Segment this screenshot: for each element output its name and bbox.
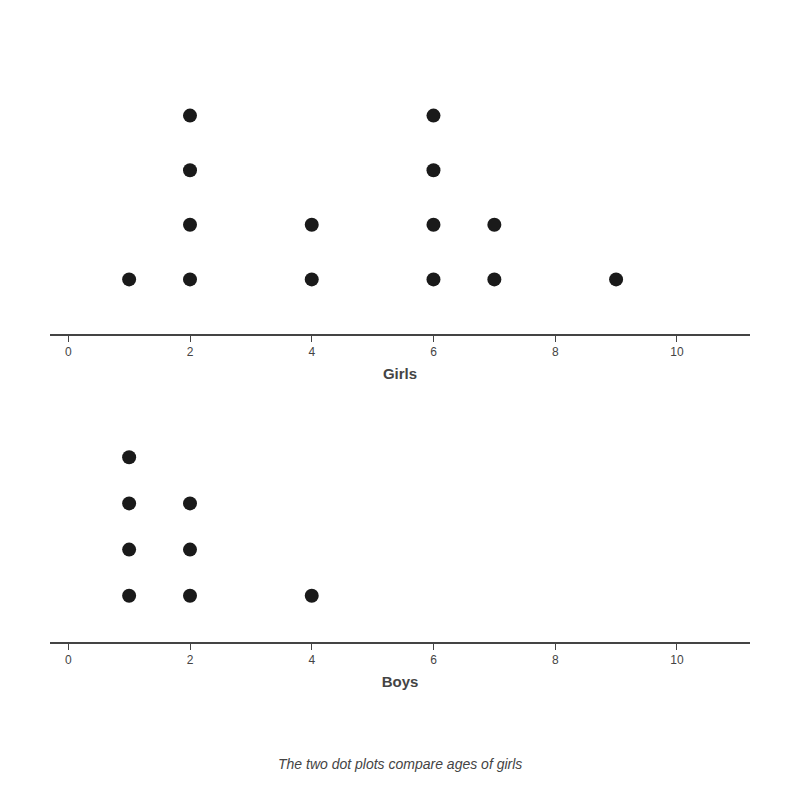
svg-text:2: 2 (187, 345, 194, 359)
svg-text:10: 10 (670, 653, 684, 667)
svg-text:6: 6 (430, 653, 437, 667)
svg-text:4: 4 (308, 653, 315, 667)
svg-text:6: 6 (430, 345, 437, 359)
svg-text:8: 8 (552, 345, 559, 359)
svg-text:10: 10 (670, 345, 684, 359)
svg-text:8: 8 (552, 653, 559, 667)
svg-text:0: 0 (65, 345, 72, 359)
svg-text:Boys: Boys (382, 673, 419, 690)
svg-text:2: 2 (187, 653, 194, 667)
svg-text:0: 0 (65, 653, 72, 667)
svg-text:The two dot plots compare ages: The two dot plots compare ages of girls (278, 756, 522, 772)
svg-text:4: 4 (308, 345, 315, 359)
svg-text:Girls: Girls (383, 365, 417, 382)
